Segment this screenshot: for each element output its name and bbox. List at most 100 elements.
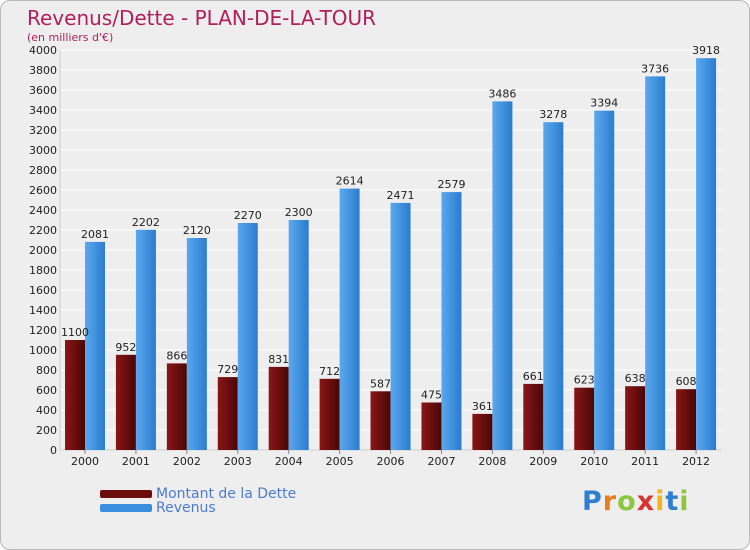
- chart-title: Revenus/Dette - PLAN-DE-LA-TOUR: [27, 6, 377, 30]
- data-label-revenus: 2614: [336, 175, 364, 188]
- legend-item-revenus: Revenus: [100, 500, 216, 516]
- legend-label-revenus: Revenus: [156, 500, 216, 516]
- x-axis-labels: 2000 2001 2002 2003 2004 2005 2006 2007 2008 2009…: [71, 450, 710, 468]
- bars: [65, 58, 717, 451]
- bar-revenus: [543, 122, 564, 450]
- x-tick-label: 2008: [478, 455, 506, 468]
- y-tick-label: 2600: [29, 184, 57, 197]
- y-tick-label: 200: [36, 424, 57, 437]
- data-label-revenus: 2300: [285, 206, 313, 219]
- bar-dette: [65, 340, 85, 450]
- bar-revenus: [492, 101, 513, 451]
- legend-swatch-dette: [100, 490, 152, 498]
- data-label-revenus: 3278: [539, 108, 567, 121]
- y-tick-label: 800: [36, 364, 57, 377]
- data-label-revenus: 2120: [183, 224, 211, 237]
- data-label-revenus: 2202: [132, 216, 160, 229]
- bar-dette: [217, 377, 238, 450]
- bar-dette: [421, 402, 442, 450]
- y-tick-label: 2000: [29, 244, 57, 257]
- bar-revenus: [441, 192, 462, 450]
- x-tick-label: 2002: [173, 455, 201, 468]
- y-tick-label: 1000: [29, 344, 57, 357]
- data-label-revenus: 2270: [234, 209, 262, 222]
- data-label-dette: 729: [217, 363, 238, 376]
- data-label-dette: 638: [625, 372, 646, 385]
- y-tick-label: 1400: [29, 304, 57, 317]
- data-label-dette: 866: [166, 349, 187, 362]
- x-tick-label: 2004: [275, 455, 303, 468]
- data-label-dette: 952: [115, 341, 136, 354]
- bar-dette: [472, 413, 493, 450]
- bar-dette: [166, 363, 187, 450]
- y-tick-label: 2200: [29, 224, 57, 237]
- data-label-revenus: 2579: [437, 178, 465, 191]
- bar-revenus: [85, 241, 105, 450]
- bar-revenus: [594, 110, 615, 450]
- bar-dette: [625, 386, 646, 450]
- bar-dette: [370, 391, 391, 450]
- bar-dette: [268, 366, 289, 450]
- legend-item-dette: Montant de la Dette: [100, 486, 297, 502]
- bar-dette: [676, 389, 697, 450]
- proxiti-logo: Proxiti: [582, 486, 690, 517]
- x-tick-label: 2009: [529, 455, 557, 468]
- bar-revenus: [645, 76, 666, 451]
- chart-subtitle: (en milliers d'€): [27, 31, 114, 44]
- data-labels: 1100 2081 952 2202 866 2120 729 2270 831 2300 712 2…: [61, 44, 720, 413]
- bar-revenus: [696, 58, 717, 450]
- data-label-dette: 475: [421, 389, 442, 402]
- x-tick-label: 2010: [580, 455, 608, 468]
- y-tick-label: 3600: [29, 84, 57, 97]
- bar-revenus: [288, 220, 309, 450]
- data-label-dette: 623: [574, 374, 595, 387]
- bar-revenus: [186, 238, 207, 450]
- x-tick-label: 2003: [224, 455, 252, 468]
- logo-letter: i: [679, 486, 690, 517]
- y-tick-label: 400: [36, 404, 57, 417]
- logo-letter: P: [582, 486, 603, 517]
- bar-dette: [574, 387, 595, 450]
- y-tick-label: 3800: [29, 64, 57, 77]
- x-tick-label: 2006: [377, 455, 405, 468]
- y-tick-label: 3200: [29, 124, 57, 137]
- y-axis-labels: 0 200 400 600 800 1000 1200 1400 1600 1800 2000 220…: [29, 44, 57, 457]
- data-label-dette: 1100: [61, 326, 89, 339]
- bar-revenus: [390, 202, 411, 450]
- data-label-revenus: 3918: [692, 44, 720, 57]
- y-tick-label: 1600: [29, 284, 57, 297]
- logo-letter: i: [655, 486, 666, 517]
- data-label-dette: 831: [268, 353, 289, 366]
- data-label-dette: 587: [370, 377, 391, 390]
- x-tick-label: 2001: [122, 455, 150, 468]
- data-label-revenus: 3486: [488, 87, 516, 100]
- data-label-revenus: 2081: [81, 228, 109, 241]
- x-tick-label: 2011: [631, 455, 659, 468]
- x-tick-label: 2000: [71, 455, 99, 468]
- data-label-dette: 712: [319, 365, 340, 378]
- data-label-dette: 361: [472, 400, 493, 413]
- y-tick-label: 2400: [29, 204, 57, 217]
- y-tick-label: 3400: [29, 104, 57, 117]
- y-tick-label: 0: [50, 444, 57, 457]
- logo-letter: o: [617, 486, 637, 517]
- logo-letter: t: [665, 486, 680, 517]
- y-tick-label: 600: [36, 384, 57, 397]
- data-label-revenus: 3736: [641, 62, 669, 75]
- data-label-revenus: 3394: [590, 97, 618, 110]
- bar-revenus: [339, 188, 360, 450]
- bar-dette: [319, 378, 340, 450]
- bar-dette: [523, 383, 544, 450]
- y-tick-label: 2800: [29, 164, 57, 177]
- y-tick-label: 3000: [29, 144, 57, 157]
- legend-label-dette: Montant de la Dette: [156, 486, 297, 502]
- logo-letter: r: [602, 486, 618, 517]
- legend-swatch-revenus: [100, 504, 152, 512]
- y-tick-label: 1200: [29, 324, 57, 337]
- data-label-dette: 661: [523, 370, 544, 383]
- y-tick-label: 1800: [29, 264, 57, 277]
- y-tick-label: 4000: [29, 44, 57, 57]
- x-tick-label: 2007: [427, 455, 455, 468]
- logo-letter: x: [636, 486, 656, 517]
